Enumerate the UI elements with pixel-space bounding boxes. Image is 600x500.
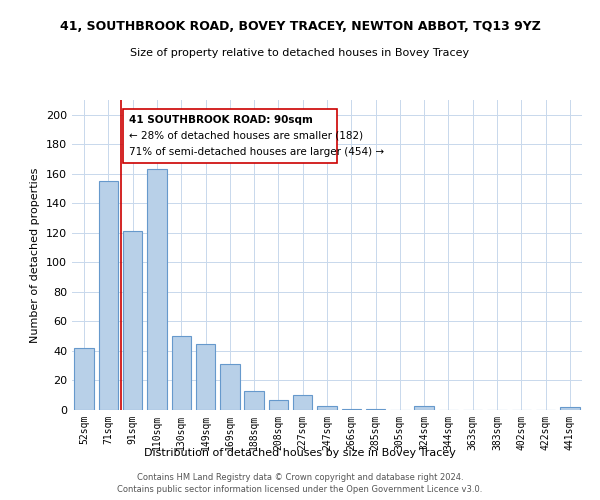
Text: 41 SOUTHBROOK ROAD: 90sqm: 41 SOUTHBROOK ROAD: 90sqm [129, 115, 313, 125]
Text: 41, SOUTHBROOK ROAD, BOVEY TRACEY, NEWTON ABBOT, TQ13 9YZ: 41, SOUTHBROOK ROAD, BOVEY TRACEY, NEWTO… [59, 20, 541, 33]
Bar [220, 364, 239, 410]
Bar [317, 406, 337, 410]
Text: Size of property relative to detached houses in Bovey Tracey: Size of property relative to detached ho… [130, 48, 470, 58]
Text: Contains HM Land Registry data © Crown copyright and database right 2024.: Contains HM Land Registry data © Crown c… [137, 472, 463, 482]
Text: Contains public sector information licensed under the Open Government Licence v3: Contains public sector information licen… [118, 485, 482, 494]
Text: Distribution of detached houses by size in Bovey Tracey: Distribution of detached houses by size … [144, 448, 456, 458]
Bar [147, 170, 167, 410]
Bar [244, 391, 264, 410]
Bar [99, 181, 118, 410]
Y-axis label: Number of detached properties: Number of detached properties [31, 168, 40, 342]
Bar [172, 336, 191, 410]
FancyBboxPatch shape [123, 109, 337, 164]
Text: 71% of semi-detached houses are larger (454) →: 71% of semi-detached houses are larger (… [129, 147, 384, 157]
Bar [341, 408, 361, 410]
Bar [293, 395, 313, 410]
Bar [74, 348, 94, 410]
Bar [415, 406, 434, 410]
Text: ← 28% of detached houses are smaller (182): ← 28% of detached houses are smaller (18… [129, 131, 363, 141]
Bar [366, 408, 385, 410]
Bar [123, 232, 142, 410]
Bar [560, 407, 580, 410]
Bar [196, 344, 215, 410]
Bar [269, 400, 288, 410]
